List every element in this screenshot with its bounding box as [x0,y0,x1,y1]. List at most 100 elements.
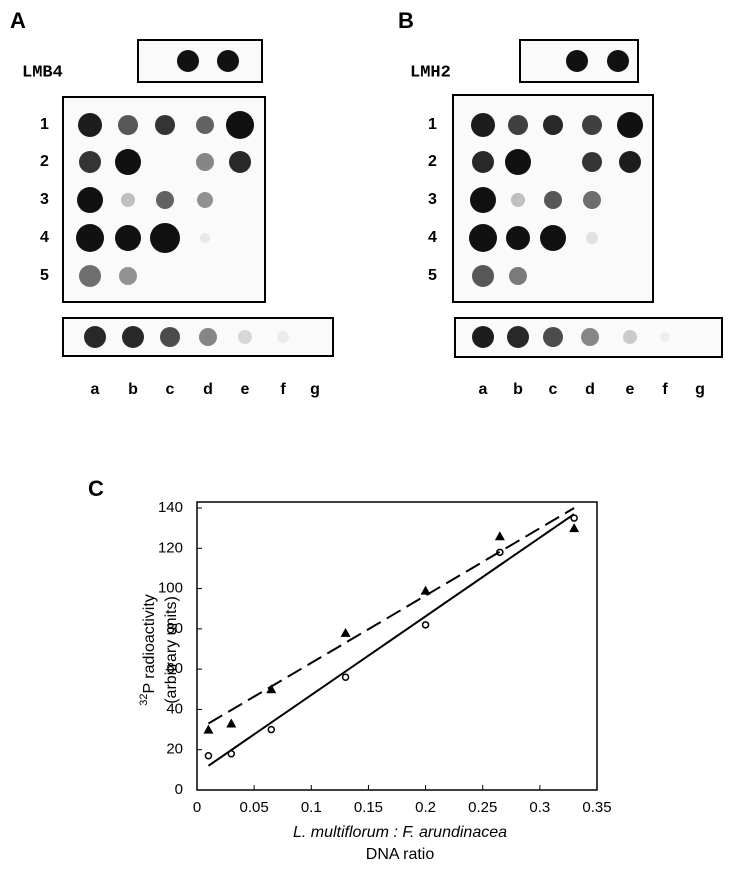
x-tick-label: 0 [193,799,201,816]
triangle-point [226,718,237,728]
dot [177,50,199,72]
probe-blot [137,39,263,83]
y-tick-label: 20 [166,741,183,758]
circle-point [341,673,350,681]
panel-label: A [10,8,26,33]
row-label: 1 [40,116,49,133]
row-label: 3 [428,191,437,208]
triangle-point [494,531,505,541]
dot [84,326,106,348]
dot [155,115,175,135]
x-tick-label: 0.05 [240,799,269,816]
dot [509,267,527,285]
dot [470,187,496,213]
superscript: 32 [138,694,150,706]
dot [469,224,497,252]
circle-point [421,621,430,629]
dot [660,332,670,342]
dot [581,328,599,346]
dot [543,115,563,135]
panel-label: C [88,476,104,501]
row-label: 2 [428,153,437,170]
dot [77,187,103,213]
dot [115,149,141,175]
dot [122,326,144,348]
dot [623,330,637,344]
dot [226,111,254,139]
dot [76,224,104,252]
standard-strip [62,317,334,357]
x-tick-label: 0.35 [582,799,611,816]
dot [150,223,180,253]
dot [617,112,643,138]
column-label: c [549,381,558,398]
x-tick-label: 0.1 [301,799,322,816]
triangle-point [266,684,277,694]
dot [200,233,210,243]
x-tick-label: 0.25 [468,799,497,816]
triangle-point [420,585,431,595]
row-label: 1 [428,116,437,133]
panel-label: B [398,8,414,33]
dot [472,326,494,348]
y-tick-label: 40 [166,700,183,717]
row-label: 4 [428,229,437,246]
x-tick-label: 0.15 [354,799,383,816]
y-axis-label: (arbitrary units) [163,596,180,704]
column-label: a [479,381,488,398]
dot [196,153,214,171]
dot [607,50,629,72]
column-label: b [513,381,523,398]
column-label: f [662,381,668,398]
column-label: f [280,381,286,398]
x-tick-label: 0.2 [415,799,436,816]
dot [156,191,174,209]
dot [238,330,252,344]
column-label: c [166,381,175,398]
column-label: e [241,381,250,398]
dot [582,152,602,172]
plot-frame [196,501,598,791]
column-label: d [203,381,213,398]
y-tick-label: 100 [158,580,183,597]
dot [118,115,138,135]
x-axis-label: DNA ratio [366,846,435,863]
probe-label: LMH2 [410,63,451,82]
probe-label: LMB4 [22,63,63,82]
triangle-point [340,627,351,637]
y-axis-label: 32P radioactivity [138,594,158,706]
fit-line [207,507,575,725]
y-tick-label: 80 [166,620,183,637]
column-label: g [695,381,705,398]
dot [472,265,494,287]
dot [507,326,529,348]
row-label: 5 [428,267,437,284]
column-label: b [128,381,138,398]
row-label: 4 [40,229,49,246]
column-label: a [91,381,100,398]
fit-line [207,513,575,767]
dot [511,193,525,207]
triangle-point [203,724,214,734]
dot [79,151,101,173]
dot [199,328,217,346]
x-tick-label: 0.3 [529,799,550,816]
row-label: 3 [40,191,49,208]
column-label: d [585,381,595,398]
dot [471,113,495,137]
column-label: g [310,381,320,398]
dot [619,151,641,173]
dot [217,50,239,72]
row-label: 5 [40,267,49,284]
dot [277,331,289,343]
dot [506,226,530,250]
x-axis-label: L. multiflorum : F. arundinacea [293,824,507,841]
y-label-text: P radioactivity [141,594,158,693]
dot [505,149,531,175]
dot [583,191,601,209]
circle-point [267,725,276,734]
circle-point [204,752,213,760]
dot [543,327,563,347]
dot [115,225,141,251]
